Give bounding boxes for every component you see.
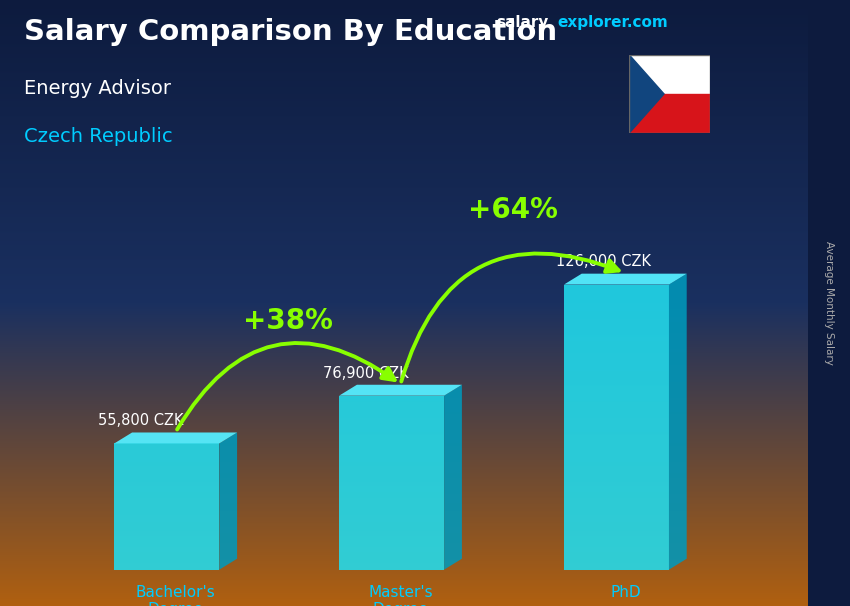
Text: 55,800 CZK: 55,800 CZK bbox=[99, 413, 184, 428]
Bar bbox=[629, 55, 710, 94]
Bar bbox=[629, 94, 710, 133]
Text: Master's
Degree: Master's Degree bbox=[368, 585, 433, 606]
Polygon shape bbox=[219, 433, 237, 570]
Polygon shape bbox=[564, 274, 687, 285]
Text: 126,000 CZK: 126,000 CZK bbox=[556, 255, 651, 270]
Text: 76,900 CZK: 76,900 CZK bbox=[323, 365, 409, 381]
FancyBboxPatch shape bbox=[564, 285, 669, 570]
Text: Salary Comparison By Education: Salary Comparison By Education bbox=[24, 18, 558, 46]
Polygon shape bbox=[339, 385, 462, 396]
Polygon shape bbox=[669, 274, 687, 570]
Text: Average Monthly Salary: Average Monthly Salary bbox=[824, 241, 834, 365]
Polygon shape bbox=[445, 385, 462, 570]
Polygon shape bbox=[115, 433, 237, 444]
Text: +38%: +38% bbox=[243, 307, 333, 335]
Text: explorer.com: explorer.com bbox=[557, 15, 668, 30]
Text: Czech Republic: Czech Republic bbox=[24, 127, 173, 146]
Text: PhD: PhD bbox=[610, 585, 641, 600]
Polygon shape bbox=[629, 55, 664, 133]
Text: Bachelor's
Degree: Bachelor's Degree bbox=[136, 585, 216, 606]
Text: Energy Advisor: Energy Advisor bbox=[24, 79, 171, 98]
FancyBboxPatch shape bbox=[115, 444, 219, 570]
Text: salary: salary bbox=[496, 15, 549, 30]
FancyBboxPatch shape bbox=[339, 396, 445, 570]
Text: +64%: +64% bbox=[468, 196, 558, 224]
